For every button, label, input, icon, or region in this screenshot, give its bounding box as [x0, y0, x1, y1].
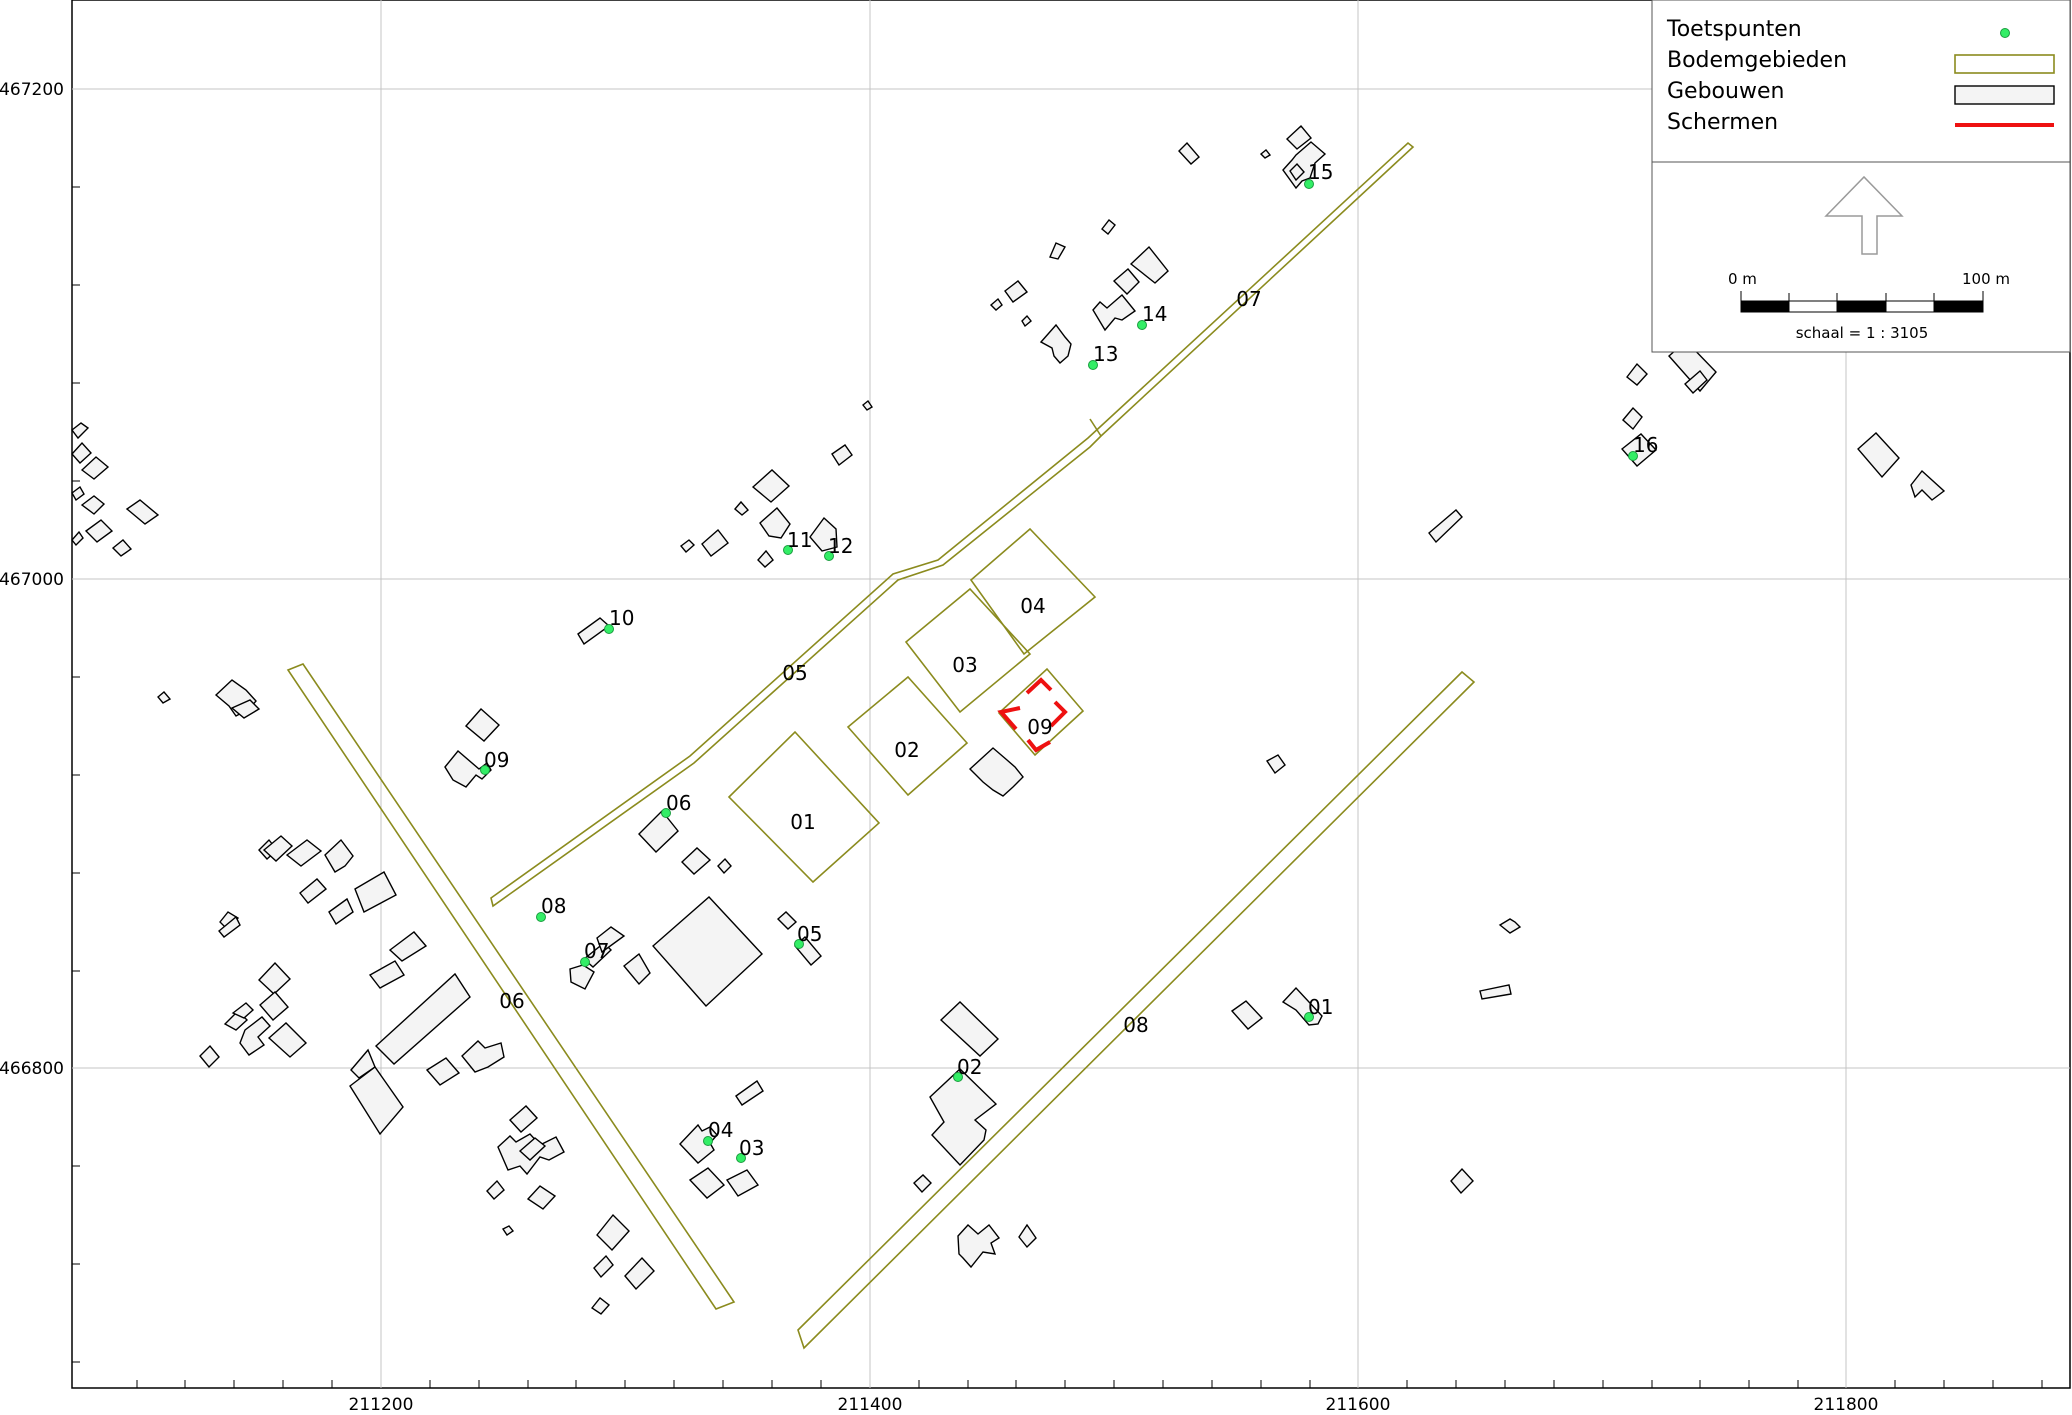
scale-bar: [1740, 291, 1984, 313]
zone-04[interactable]: [969, 527, 1097, 656]
legend-label-gebouwen: Gebouwen: [1667, 79, 1784, 104]
test-point-label: 10: [609, 606, 634, 630]
zone-label: 02: [894, 738, 919, 762]
zone-06-strip[interactable]: [286, 663, 736, 1310]
y-tick-label: 466800: [0, 1059, 64, 1079]
test-point-marker: [604, 624, 614, 634]
test-point-label: 08: [541, 894, 566, 918]
test-point-marker: [1304, 179, 1314, 189]
test-point-marker: [824, 551, 834, 561]
test-point-label: 16: [1633, 433, 1658, 457]
test-point-marker: [1137, 320, 1147, 330]
test-point-marker: [536, 912, 546, 922]
zone-label: 09: [1027, 715, 1052, 739]
y-tick-label: 467000: [0, 570, 64, 590]
legend-zone-symbol: [1954, 54, 2055, 74]
test-point-marker: [794, 939, 804, 949]
x-tick-label: 211400: [838, 1395, 903, 1415]
test-point-label: 06: [666, 791, 691, 815]
x-tick-label: 211600: [1326, 1395, 1391, 1415]
test-points: [480, 179, 1638, 1163]
zone-label: 07: [1236, 287, 1261, 311]
test-point-marker: [661, 808, 671, 818]
zone-05-strip[interactable]: [490, 141, 1415, 908]
zone-label: 05: [782, 661, 807, 685]
test-point-label: 15: [1308, 160, 1333, 184]
test-point-marker: [580, 957, 590, 967]
axis-minor-ticks: [72, 186, 2043, 1388]
test-point-label: 11: [787, 528, 812, 552]
legend-label-bodemgebieden: Bodemgebieden: [1667, 48, 1847, 73]
zone-01[interactable]: [727, 730, 881, 884]
test-point-marker: [480, 765, 490, 775]
test-point-marker: [1628, 451, 1638, 461]
test-point-label: 13: [1093, 342, 1118, 366]
test-point-label: 05: [797, 922, 822, 946]
test-point-marker: [736, 1153, 746, 1163]
test-point-label: 02: [957, 1055, 982, 1079]
noise-screens: [997, 677, 1068, 753]
scale-text: schaal = 1 : 3105: [1796, 324, 1929, 342]
zone-labels: 01 02 03 04 05 06 07 08 09: [499, 287, 1261, 1037]
ground-zones: [286, 141, 1476, 1350]
test-point-marker: [1088, 360, 1098, 370]
test-point-label: 14: [1142, 302, 1167, 326]
test-point-marker: [953, 1072, 963, 1082]
test-point-marker: [703, 1136, 713, 1146]
scale-start-label: 0 m: [1728, 270, 1757, 288]
north-arrow-icon: [1824, 175, 1904, 255]
scale-end-label: 100 m: [1962, 270, 2010, 288]
zone-label: 04: [1020, 594, 1045, 618]
test-point-marker: [1304, 1012, 1314, 1022]
zone-label: 08: [1123, 1013, 1148, 1037]
test-point-label: 01: [1308, 995, 1333, 1019]
zone-09[interactable]: [997, 667, 1085, 757]
zone-03[interactable]: [904, 587, 1032, 714]
x-tick-label: 211800: [1814, 1395, 1879, 1415]
test-point-label: 09: [484, 748, 509, 772]
y-tick-label: 467200: [0, 80, 64, 100]
zone-label: 06: [499, 989, 524, 1013]
legend-label-schermen: Schermen: [1667, 110, 1778, 135]
zone-02[interactable]: [846, 675, 969, 797]
zone-08-strip[interactable]: [797, 670, 1476, 1350]
x-tick-label: 211200: [349, 1395, 414, 1415]
test-point-label: 07: [584, 939, 609, 963]
test-point-label: 12: [828, 534, 853, 558]
zone-label: 03: [952, 653, 977, 677]
test-point-labels: 01 02 03 04 05 06 07 08 09 10 11 12 13 1…: [484, 160, 1658, 1160]
legend-building-symbol: [1954, 85, 2055, 105]
legend-point-symbol: [2000, 28, 2010, 38]
legend-panel: Toetspunten Bodemgebieden Gebouwen Scher…: [1651, 0, 2071, 353]
test-point-label: 04: [708, 1118, 733, 1142]
test-point-marker: [783, 545, 793, 555]
legend-label-toetspunten: Toetspunten: [1666, 17, 1802, 42]
test-point-label: 03: [739, 1136, 764, 1160]
zone-label: 01: [790, 810, 815, 834]
